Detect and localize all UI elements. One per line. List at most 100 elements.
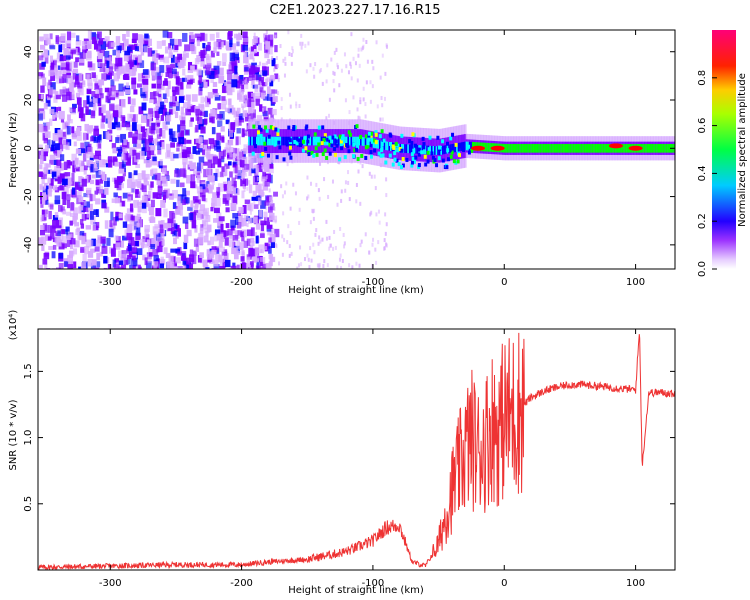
spectrogram-cell: [50, 225, 56, 233]
spectrogram-cell: [304, 146, 308, 151]
spectrogram-cell: [356, 78, 359, 83]
spectrogram-cell: [285, 136, 289, 146]
spectrogram-cell: [553, 143, 557, 153]
spectrogram-cell: [89, 203, 93, 211]
spectrogram-cell: [165, 87, 170, 97]
spectrogram-cell: [196, 68, 202, 76]
spectrogram-cell: [232, 212, 239, 219]
spectrogram-cell: [207, 240, 211, 246]
spectrogram-cell: [62, 144, 69, 149]
spectrogram-cell: [157, 238, 164, 247]
spectrogram-cell: [40, 229, 46, 236]
spectrogram-cell: [56, 78, 62, 84]
spectrogram-cell: [320, 136, 324, 146]
spectrogram-cell: [156, 122, 160, 127]
spectrogram-cell: [172, 105, 177, 115]
spectrogram-cell: [259, 82, 262, 87]
spectrogram-cell: [52, 133, 59, 142]
spectrogram-cell: [140, 238, 145, 246]
spectrogram-cell: [482, 142, 486, 152]
bottom-x-tick-label: 0: [501, 578, 507, 589]
spectrogram-cell: [258, 77, 265, 85]
spectrogram-cell: [646, 143, 650, 153]
spectrogram-cell: [151, 173, 158, 180]
spectrogram-cell: [163, 56, 170, 64]
spectrogram-cell: [65, 120, 70, 126]
spectrogram-cell: [332, 70, 335, 75]
spectrogram-cell: [259, 261, 263, 267]
spectrogram-cell: [234, 230, 240, 239]
spectrogram-cell: [243, 240, 249, 248]
spectrogram-cell: [53, 149, 57, 154]
spectrogram-cell: [163, 222, 170, 229]
spectrogram-cell: [261, 151, 265, 156]
spectrogram-cell: [49, 33, 53, 40]
spectrogram-cell: [361, 164, 364, 169]
spectrogram-cell: [114, 197, 121, 204]
spectrogram-cell: [157, 149, 162, 155]
spectrogram-cell: [104, 206, 110, 213]
spectrogram-cell: [290, 136, 294, 146]
spectrogram-cell: [229, 42, 233, 48]
spectrogram-cell: [146, 150, 151, 160]
spectrogram-cell: [62, 243, 67, 249]
spectrogram-cell: [162, 129, 166, 139]
spectrogram-cell: [185, 262, 192, 269]
spectrogram-cell: [213, 264, 220, 269]
spectrogram-cell: [352, 154, 356, 159]
spectrogram-cell: [232, 147, 237, 154]
spectrogram-cell: [136, 128, 141, 135]
spectrogram-cell: [63, 49, 67, 55]
spectrogram-cell: [354, 248, 357, 253]
spectrogram-cell: [194, 199, 201, 205]
spectrogram-cell: [117, 250, 124, 258]
spectrogram-cell: [186, 175, 192, 184]
spectrogram-cell: [93, 128, 100, 136]
spectrogram-cell: [598, 143, 601, 153]
spectrogram-cell: [60, 154, 65, 161]
spectrogram-cell: [135, 189, 139, 195]
spectrogram-cell: [132, 33, 138, 41]
spectrogram-cell: [517, 143, 521, 153]
spectrogram-cell: [109, 94, 116, 101]
spectrogram-cell: [147, 190, 152, 199]
spectrogram-cell: [340, 198, 343, 203]
spectrogram-cell: [213, 234, 218, 242]
spectrogram-cell: [246, 223, 249, 228]
spectrogram-cell: [379, 117, 382, 122]
spectrogram-cell: [264, 217, 270, 226]
spectrogram-cell: [241, 261, 246, 269]
spectrogram-cell: [57, 129, 63, 138]
spectrogram-cell: [232, 262, 236, 268]
spectrogram-cell: [434, 146, 437, 155]
spectrogram-cell: [252, 165, 255, 170]
spectrogram-cell: [170, 142, 175, 148]
spectrogram-cell: [290, 52, 293, 57]
spectrogram-cell: [136, 83, 142, 88]
spectrogram-cell: [212, 192, 217, 199]
spectrogram-cell: [375, 40, 378, 45]
spectrogram-cell: [259, 257, 266, 265]
spectrogram-cell: [118, 168, 125, 174]
spectrogram-cell: [207, 41, 211, 48]
spectrogram-cell: [96, 134, 102, 143]
spectrogram-cell: [69, 90, 75, 99]
spectrogram-cell: [204, 118, 208, 124]
spectrogram-cell: [333, 71, 336, 76]
spectrogram-cell: [158, 220, 164, 228]
spectrogram-cell: [85, 187, 92, 195]
spectrogram-cell: [352, 56, 355, 61]
spectrogram-cell: [203, 260, 207, 269]
spectrogram-cell: [131, 38, 137, 44]
spectrogram-cell: [110, 42, 116, 48]
spectrogram-cell: [41, 192, 47, 201]
spectrogram-cell: [231, 79, 238, 88]
spectrogram-cell: [247, 217, 253, 224]
spectrogram-cell: [344, 98, 347, 103]
spectrogram-cell: [113, 243, 117, 250]
spectrogram-cell: [83, 168, 87, 175]
spectrogram-cell: [290, 251, 293, 256]
spectrogram-cell: [73, 61, 78, 68]
spectrogram-cell: [41, 175, 45, 185]
